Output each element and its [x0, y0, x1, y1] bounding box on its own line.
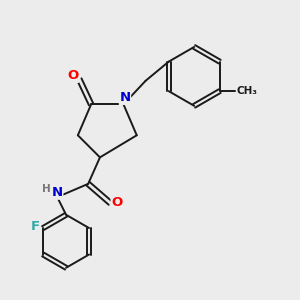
Text: H: H: [42, 184, 50, 194]
Text: O: O: [111, 196, 122, 209]
Text: CH₃: CH₃: [236, 86, 257, 96]
Text: N: N: [52, 186, 63, 199]
Text: N: N: [119, 92, 130, 104]
Text: F: F: [30, 220, 40, 233]
Text: O: O: [67, 69, 79, 82]
